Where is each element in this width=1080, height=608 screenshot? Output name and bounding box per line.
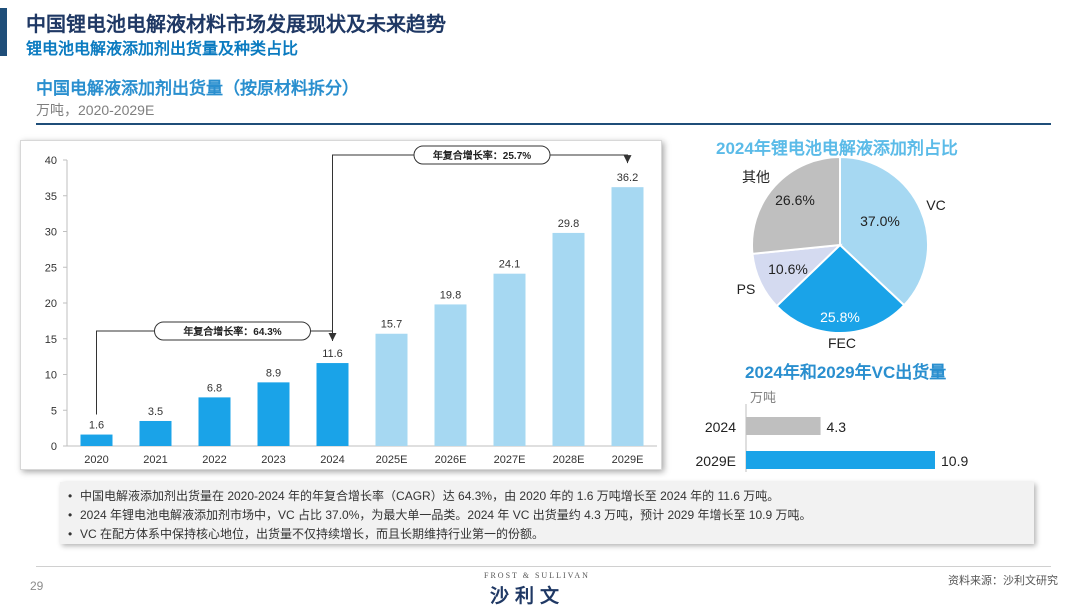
cagr-label: 年复合增长率：25.7% [433, 149, 531, 162]
page-subtitle: 锂电池电解液添加剂出货量及种类占比 [26, 41, 299, 58]
bar-value-label: 8.9 [266, 367, 281, 379]
pie-percent-label: 37.0% [860, 213, 900, 229]
cagr-label: 年复合增长率：64.3% [183, 325, 281, 338]
pie-slice-VC [839, 155, 929, 307]
bullet-icon: • [68, 489, 73, 503]
bar-2022 [198, 397, 231, 446]
hbar-category-label: 2029E [696, 453, 736, 469]
bar-2029E [611, 187, 644, 447]
page-number: 29 [30, 579, 44, 593]
y-tick-label: 15 [45, 334, 57, 346]
pie-category-label: PS [737, 281, 756, 297]
note-item: • 2024 年锂电池电解液添加剂市场中，VC 占比 37.0%，为最大单一品类。… [68, 506, 1026, 525]
pie-slice-FEC [775, 243, 906, 334]
shipment-bar-chart: 0 5 10 15 20 25 30 35 40 1.6 2020 3.5 2021 6.8 2022 8.9… [45, 145, 657, 466]
cagr-pill [413, 145, 551, 165]
bar-value-label: 36.2 [617, 172, 638, 184]
y-tick-label: 25 [45, 262, 57, 274]
x-tick-label: 2020 [84, 454, 108, 466]
bar-value-label: 19.8 [440, 289, 461, 301]
unit-label: 万吨，2020-2029E [36, 102, 155, 118]
note-item: • 中国电解液添加剂出货量在 2020-2024 年的年复合增长率（CAGR）达 … [68, 487, 1026, 506]
pie-chart-title: 2024年锂电池电解液添加剂占比 [716, 139, 958, 158]
y-tick-label: 40 [45, 155, 57, 167]
bar-2025E [375, 333, 408, 446]
bar-2023 [257, 382, 290, 446]
hbar-2024 [746, 417, 821, 435]
bar-2026E [434, 304, 467, 446]
bar-value-label: 11.6 [322, 348, 343, 360]
note-item: • VC 在配方体系中保持核心地位，出货量不仅持续增长，而且长期维持行业第一的份额… [68, 525, 1026, 544]
vc-hbar-chart: 2024 4.3 2029E 10.9 [696, 404, 968, 472]
bar-value-label: 15.7 [381, 319, 402, 331]
brand-wordmark: FROST & SULLIVAN [484, 571, 590, 580]
pie-category-label: VC [926, 197, 945, 213]
bar-2021 [139, 420, 172, 446]
notes-box: • 中国电解液添加剂出货量在 2020-2024 年的年复合增长率（CAGR）达 … [60, 482, 1034, 544]
bar-chart-panel: 0 5 10 15 20 25 30 35 40 1.6 2020 3.5 2021 6.8 2022 8.9… [20, 140, 662, 470]
hbar-value-label: 10.9 [941, 453, 968, 469]
bar-2020 [80, 434, 113, 446]
y-tick-label: 0 [51, 441, 57, 453]
vc-chart-unit: 万吨 [750, 390, 777, 405]
x-tick-label: 2027E [494, 454, 526, 466]
pie-percent-label: 25.8% [820, 309, 860, 325]
hbar-2029E [746, 451, 935, 469]
y-tick-label: 35 [45, 191, 57, 203]
y-tick-label: 10 [45, 370, 57, 382]
share-pie-chart: 37.0% VC 25.8% FEC 10.6% PS 26.6% 其他 [737, 155, 946, 351]
bar-2027E [493, 273, 526, 446]
cagr-pill [154, 321, 311, 341]
hbar-category-label: 2024 [705, 419, 736, 435]
bar-value-label: 24.1 [499, 259, 520, 271]
source-note: 资料来源：沙利文研究 [948, 575, 1058, 587]
bullet-icon: • [68, 508, 73, 522]
hbar-value-label: 4.3 [827, 419, 847, 435]
bar-value-label: 6.8 [207, 382, 222, 394]
x-tick-label: 2026E [435, 454, 467, 466]
arrow-down-icon [623, 155, 632, 164]
bar-value-label: 3.5 [148, 406, 163, 418]
y-tick-label: 5 [51, 405, 57, 417]
x-tick-label: 2029E [612, 454, 644, 466]
x-tick-label: 2024 [320, 454, 344, 466]
vc-chart-title: 2024年和2029年VC出货量 [745, 363, 947, 382]
bar-value-label: 1.6 [89, 420, 104, 432]
brand-logo: 沙利文 [490, 586, 566, 607]
pie-slice-其他 [751, 155, 841, 255]
pie-percent-label: 10.6% [768, 261, 808, 277]
footer-divider [36, 566, 1051, 567]
y-tick-label: 30 [45, 227, 57, 239]
bullet-icon: • [68, 527, 73, 541]
x-tick-label: 2022 [202, 454, 226, 466]
pie-category-label: FEC [828, 335, 856, 351]
y-tick-label: 20 [45, 298, 57, 310]
x-tick-label: 2021 [143, 454, 167, 466]
x-tick-label: 2028E [553, 454, 585, 466]
bar-2028E [552, 232, 585, 446]
section-title: 中国电解液添加剂出货量（按原材料拆分） [36, 79, 359, 98]
pie-percent-label: 26.6% [775, 192, 815, 208]
page-title: 中国锂电池电解液材料市场发展现状及未来趋势 [26, 14, 446, 36]
x-tick-label: 2025E [376, 454, 408, 466]
title-accent-bar [0, 8, 7, 56]
pie-category-label: 其他 [742, 169, 770, 185]
bar-value-label: 29.8 [558, 218, 579, 230]
x-tick-label: 2023 [261, 454, 285, 466]
bar-2024 [316, 363, 349, 446]
section-divider [36, 123, 1051, 125]
